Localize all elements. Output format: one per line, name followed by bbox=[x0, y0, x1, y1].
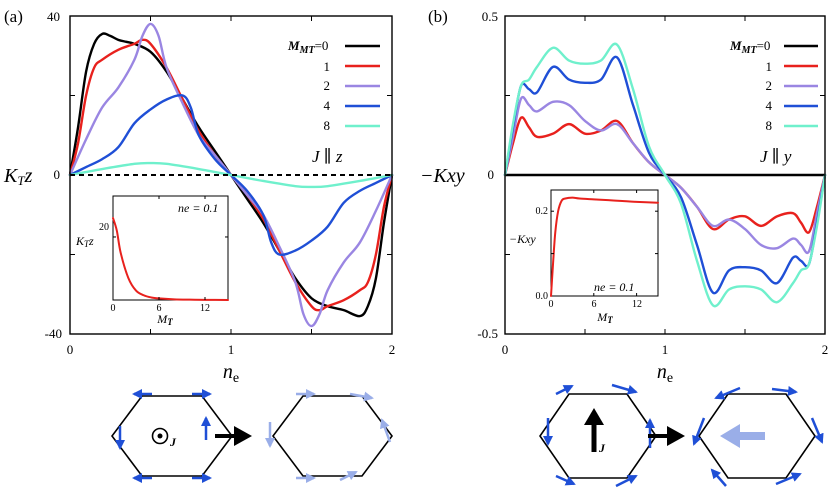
a-annotation: J ∥ z bbox=[312, 147, 343, 166]
a-inset-ylabel: KTz bbox=[75, 234, 94, 249]
transition-arrowhead-icon bbox=[667, 426, 685, 446]
b-inset-series-ne-0-1 bbox=[550, 196, 659, 297]
b-ytick-top: 0.5 bbox=[482, 9, 498, 24]
a-inset: 20 0 6 12 KTz MT ne = 0.1 bbox=[75, 195, 229, 327]
panel-a-plot-area bbox=[68, 16, 394, 334]
panel-b-frame bbox=[504, 15, 826, 335]
a-legend: MMT=0 1 2 4 8 bbox=[287, 38, 380, 133]
b-inset-annotation: ne = 0.1 bbox=[594, 280, 634, 294]
spin-arrow-icon bbox=[349, 391, 374, 402]
spin-arrow-icon bbox=[615, 474, 638, 488]
panel-a-frame bbox=[69, 15, 393, 335]
current-label-a: J bbox=[169, 435, 177, 449]
diagram-b-hexagon-left: J bbox=[539, 383, 657, 488]
b-xtick-2: 2 bbox=[822, 342, 829, 357]
b-inset-plot-area bbox=[550, 190, 659, 297]
b-inset-xlabel: MT bbox=[596, 310, 613, 325]
transition-arrow-b bbox=[648, 426, 685, 446]
b-inset-ytick-02: 0.2 bbox=[536, 206, 549, 217]
b-legend-label-1: 1 bbox=[766, 59, 773, 74]
panel-b: (b) 0.5 0 -0.5 0 1 2 −Kxy ne J ∥ y MMT=0… bbox=[420, 7, 828, 386]
b-ylabel: −Kxy bbox=[420, 165, 465, 187]
a-legend-label-2: 2 bbox=[324, 78, 331, 93]
spin-arrow-icon bbox=[775, 472, 802, 486]
a-inset-xtick-12: 12 bbox=[200, 303, 210, 314]
a-inset-xtick-0: 0 bbox=[111, 303, 116, 314]
a-legend-label-8: 8 bbox=[324, 118, 331, 133]
b-inset-ylabel: −Kxy bbox=[509, 232, 536, 246]
hexagon-diagrams: J J bbox=[111, 383, 824, 488]
b-xtick-1: 1 bbox=[662, 342, 669, 357]
spin-arrow-icon bbox=[555, 474, 576, 486]
b-ytick-zero: 0 bbox=[488, 167, 495, 182]
a-legend-label-1: 1 bbox=[324, 59, 331, 74]
a-inset-plot-area bbox=[112, 196, 229, 301]
a-inset-ytick: 20 bbox=[99, 222, 109, 233]
b-inset-xtick-6: 6 bbox=[592, 299, 597, 310]
out-of-plane-dot-icon bbox=[157, 433, 163, 439]
spin-arrow-icon bbox=[714, 386, 741, 400]
current-label-b: J bbox=[598, 441, 606, 455]
a-series-8 bbox=[68, 161, 394, 189]
a-inset-series-ne-0-1 bbox=[112, 217, 229, 301]
a-ytick-bottom: -40 bbox=[45, 326, 62, 341]
transition-arrow-a bbox=[215, 426, 252, 446]
a-series-0 bbox=[68, 32, 394, 318]
a-xtick-2: 2 bbox=[389, 342, 396, 357]
b-legend-label-4: 4 bbox=[766, 98, 773, 113]
current-arrowhead-icon bbox=[584, 408, 604, 425]
b-legend: MMT=0 1 2 4 8 bbox=[729, 38, 818, 133]
b-inset-xtick-0: 0 bbox=[549, 299, 554, 310]
a-inset-xtick-6: 6 bbox=[157, 303, 162, 314]
b-legend-title: MMT=0 bbox=[729, 38, 770, 56]
panel-a: (a) 40 0 -40 0 1 2 KTz ne J ∥ z MMT=0 1 … bbox=[3, 7, 395, 386]
b-inset-xtick-12: 12 bbox=[632, 299, 642, 310]
b-xtick-0: 0 bbox=[502, 342, 509, 357]
diagram-a-hexagon-right bbox=[265, 389, 393, 483]
a-inset-frame bbox=[112, 195, 229, 301]
a-inset-xlabel: MT bbox=[156, 312, 173, 327]
b-legend-label-2: 2 bbox=[766, 78, 773, 93]
transition-arrowhead-icon bbox=[234, 426, 252, 446]
spin-arrow-icon bbox=[339, 470, 358, 482]
diagram-b-hexagon-right bbox=[692, 386, 824, 487]
b-ytick-bottom: -0.5 bbox=[477, 326, 498, 341]
a-ylabel: KTz bbox=[3, 165, 33, 188]
a-ytick-zero: 0 bbox=[54, 167, 61, 182]
spin-arrow-icon bbox=[810, 417, 824, 444]
spin-arrow-icon bbox=[771, 386, 798, 396]
diagram-a-hexagon-left: J bbox=[111, 389, 233, 483]
b-annotation: J ∥ y bbox=[760, 147, 792, 166]
a-inset-annotation: ne = 0.1 bbox=[178, 201, 218, 215]
b-inset-frame bbox=[550, 189, 659, 297]
a-xtick-0: 0 bbox=[67, 342, 74, 357]
a-legend-label-4: 4 bbox=[324, 98, 331, 113]
spin-arrow-icon bbox=[555, 384, 574, 396]
panel-label-a: (a) bbox=[4, 7, 23, 26]
spin-arrow-icon bbox=[380, 418, 392, 443]
b-inset-ytick-00: 0.0 bbox=[536, 291, 549, 302]
hexagon-shape bbox=[539, 393, 657, 479]
panel-b-plot-area bbox=[503, 16, 827, 334]
spin-arrow-icon bbox=[710, 468, 727, 487]
a-ytick-top: 40 bbox=[47, 9, 60, 24]
a-xlabel: ne bbox=[223, 361, 239, 386]
b-legend-label-8: 8 bbox=[766, 118, 773, 133]
a-legend-title: MMT=0 bbox=[287, 38, 328, 56]
spin-arrow-icon bbox=[611, 383, 638, 395]
spin-arrow-icon bbox=[692, 417, 706, 446]
panel-label-b: (b) bbox=[428, 7, 448, 26]
out-of-plane-icon bbox=[151, 427, 169, 445]
current-arrowhead-light-icon bbox=[720, 424, 740, 448]
a-xtick-1: 1 bbox=[228, 342, 235, 357]
hexagon-shape bbox=[272, 395, 393, 477]
b-xlabel: ne bbox=[657, 361, 673, 386]
b-inset: 0.2 0.0 0 6 12 −Kxy MT ne = 0.1 bbox=[509, 189, 659, 325]
b-series-8 bbox=[503, 42, 827, 308]
